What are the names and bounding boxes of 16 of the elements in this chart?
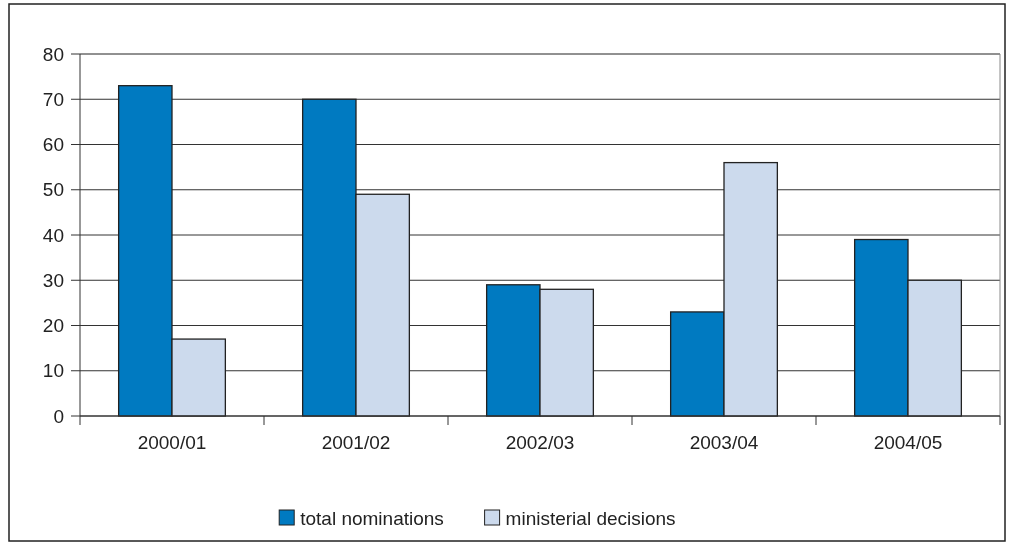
legend-label: total nominations xyxy=(300,507,444,529)
y-tick-label: 0 xyxy=(53,405,64,427)
y-tick-label: 50 xyxy=(42,179,64,201)
legend-label: ministerial decisions xyxy=(505,507,676,529)
y-tick-label: 40 xyxy=(42,224,64,246)
x-tick-label: 2004/05 xyxy=(873,432,943,453)
y-tick-label: 20 xyxy=(42,315,64,337)
y-tick-label: 10 xyxy=(42,360,64,382)
y-tick-label: 30 xyxy=(42,269,64,291)
y-tick-label: 70 xyxy=(42,88,64,110)
x-tick-label: 2003/04 xyxy=(689,432,759,453)
y-tick-label: 80 xyxy=(42,43,64,65)
y-tick-label: 60 xyxy=(42,134,64,156)
x-tick-label: 2001/02 xyxy=(321,432,391,453)
x-tick-label: 2000/01 xyxy=(137,432,207,453)
x-tick-label: 2002/03 xyxy=(505,432,575,453)
